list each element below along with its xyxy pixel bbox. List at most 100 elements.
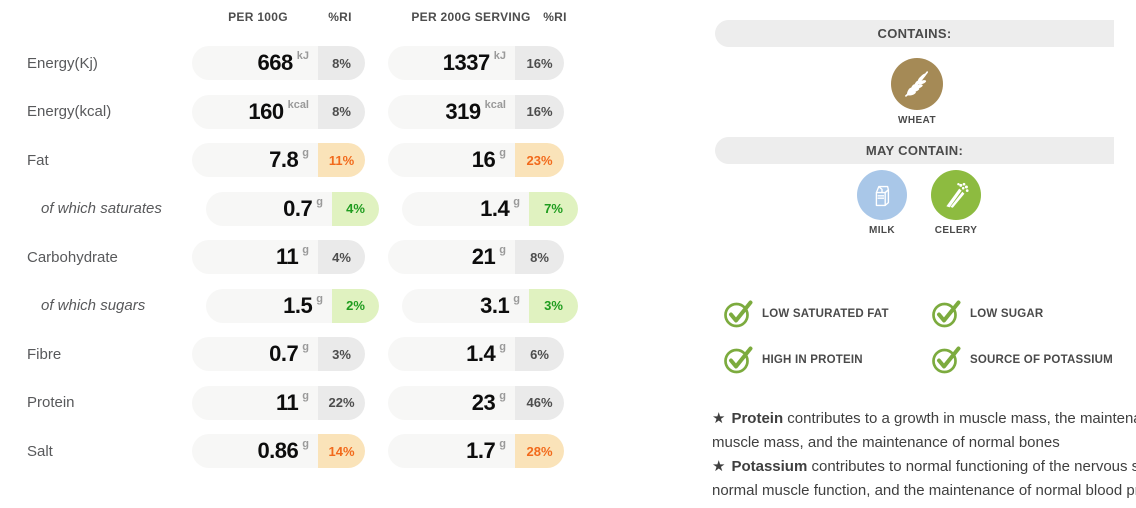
per-200g-unit: g xyxy=(499,147,506,159)
per-100g-number: 0.7 xyxy=(283,195,313,221)
per-200g-group: 23 g 46% xyxy=(388,385,564,420)
check-circle-icon xyxy=(724,346,753,374)
per-200g-number: 319 xyxy=(445,98,481,124)
per-100g-group: 0.7 g 4% xyxy=(206,191,379,226)
per-100g-group: 7.8 g 11% xyxy=(192,143,365,177)
benefit-line: normal muscle function, and the maintena… xyxy=(712,479,1136,503)
per-200g-group: 319 kcal 16% xyxy=(388,94,564,129)
per-100g-value: 11 g xyxy=(192,385,318,420)
per-200g-group: 21 g 8% xyxy=(388,240,564,274)
per-200g-ri-badge: 3% xyxy=(529,288,578,323)
per-200g-group: 3.1 g 3% xyxy=(402,288,578,323)
claim-label: SOURCE OF POTASSIUM xyxy=(970,354,1113,366)
check-circle-icon xyxy=(932,300,961,328)
nutrient-label: Energy(Kj) xyxy=(27,54,98,72)
milk-icon xyxy=(857,170,907,220)
allergen-wheat: WHEAT xyxy=(877,58,957,126)
nutrition-claims: LOW SATURATED FAT LOW SUGAR HIGH IN PROT… xyxy=(723,299,1113,375)
may-contain-header-bar: MAY CONTAIN: xyxy=(715,137,1114,164)
per-100g-unit: g xyxy=(302,389,309,402)
per-200g-unit: g xyxy=(499,438,506,450)
per-200g-group: 1.4 g 6% xyxy=(388,337,564,371)
nutrition-table-row: Carbohydrate 11 g 4% 21 g 8% xyxy=(0,240,578,274)
header-ri-100g: %RI xyxy=(328,10,352,24)
per-100g-ri-badge: 4% xyxy=(332,191,379,226)
per-200g-group: 16 g 23% xyxy=(388,143,564,177)
per-200g-unit: g xyxy=(499,341,506,353)
per-200g-ri-badge: 16% xyxy=(515,46,564,80)
per-100g-value: 1.5 g xyxy=(206,288,332,323)
per-200g-unit: g xyxy=(499,389,506,402)
benefit-keyword: Protein xyxy=(731,410,784,427)
benefit-text: muscle mass, and the maintenance of norm… xyxy=(712,434,1060,451)
star-icon: ★ xyxy=(712,410,726,427)
per-200g-number: 1.7 xyxy=(466,438,496,463)
per-100g-group: 0.7 g 3% xyxy=(192,337,365,371)
nutrient-label: Protein xyxy=(27,394,75,411)
per-100g-number: 0.86 xyxy=(257,438,299,463)
per-100g-group: 11 g 22% xyxy=(192,385,365,420)
per-200g-number: 21 xyxy=(471,244,496,269)
per-100g-unit: g xyxy=(302,244,309,256)
contains-title: CONTAINS: xyxy=(877,26,952,41)
celery-label: CELERY xyxy=(934,225,978,236)
per-100g-group: 11 g 4% xyxy=(192,240,365,274)
claim-label: LOW SUGAR xyxy=(970,308,1044,320)
per-200g-group: 1337 kJ 16% xyxy=(388,46,564,80)
per-100g-ri-badge: 8% xyxy=(318,46,365,80)
contains-header-bar: CONTAINS: xyxy=(715,20,1114,47)
per-200g-number: 1337 xyxy=(442,50,490,75)
may-contain-title: MAY CONTAIN: xyxy=(865,143,964,158)
per-100g-ri-badge: 11% xyxy=(318,143,365,177)
per-100g-number: 160 xyxy=(248,98,284,124)
per-100g-number: 0.7 xyxy=(269,341,299,366)
per-100g-group: 1.5 g 2% xyxy=(206,288,379,323)
benefit-line: muscle mass, and the maintenance of norm… xyxy=(712,431,1136,455)
nutrition-table-row: of which sugars 1.5 g 2% 3.1 g 3% xyxy=(0,288,578,323)
per-200g-ri-badge: 8% xyxy=(515,240,564,274)
per-100g-ri-badge: 3% xyxy=(318,337,365,371)
check-circle-icon xyxy=(724,300,753,328)
per-100g-ri-badge: 22% xyxy=(318,385,365,420)
per-100g-unit: g xyxy=(316,195,323,208)
per-100g-unit: g xyxy=(302,341,309,353)
benefit-line: ★ Potassium contributes to normal functio… xyxy=(712,455,1136,479)
per-100g-value: 11 g xyxy=(192,240,318,274)
benefit-line: ★ Protein contributes to a growth in musc… xyxy=(712,407,1136,431)
per-200g-ri-badge: 28% xyxy=(515,434,564,468)
per-200g-unit: g xyxy=(513,195,520,208)
nutrient-label: of which sugars xyxy=(41,297,146,314)
nutrition-rows: Energy(Kj) 668 kJ 8% 1337 kJ 16% Energy(… xyxy=(0,46,578,468)
per-200g-number: 1.4 xyxy=(480,195,510,221)
nutrition-table-row: Salt 0.86 g 14% 1.7 g 28% xyxy=(0,434,578,468)
per-200g-value: 1.7 g xyxy=(388,434,515,468)
per-200g-ri-badge: 46% xyxy=(515,385,564,420)
nutrient-label: Fibre xyxy=(27,345,62,363)
per-100g-value: 7.8 g xyxy=(192,143,318,177)
per-200g-unit: kJ xyxy=(493,50,506,62)
benefit-keyword: Potassium xyxy=(731,458,808,475)
allergen-milk: MILK xyxy=(842,170,922,236)
nutrition-table-row: of which saturates 0.7 g 4% 1.4 g 7% xyxy=(0,191,578,226)
per-200g-number: 23 xyxy=(471,389,496,415)
benefit-text: contributes to normal functioning of the… xyxy=(811,458,1136,475)
per-200g-unit: g xyxy=(499,244,506,256)
nutrition-table-row: Protein 11 g 22% 23 g 46% xyxy=(0,385,578,420)
per-100g-group: 0.86 g 14% xyxy=(192,434,365,468)
nutrient-label: of which saturates xyxy=(41,200,162,217)
per-100g-value: 0.86 g xyxy=(192,434,318,468)
per-100g-unit: g xyxy=(316,292,323,305)
header-ri-200g: %RI xyxy=(543,10,567,24)
nutrient-label: Salt xyxy=(27,442,53,460)
per-100g-value: 0.7 g xyxy=(192,337,318,371)
per-200g-value: 16 g xyxy=(388,143,515,177)
wheat-icon xyxy=(891,58,943,110)
per-100g-number: 11 xyxy=(276,244,299,269)
nutrition-table-row: Fibre 0.7 g 3% 1.4 g 6% xyxy=(0,337,578,371)
per-100g-ri-badge: 4% xyxy=(318,240,365,274)
nutrition-table-row: Fat 7.8 g 11% 16 g 23% xyxy=(0,143,578,177)
claim-label: LOW SATURATED FAT xyxy=(762,308,889,320)
per-200g-value: 21 g xyxy=(388,240,515,274)
milk-label: MILK xyxy=(868,225,896,236)
